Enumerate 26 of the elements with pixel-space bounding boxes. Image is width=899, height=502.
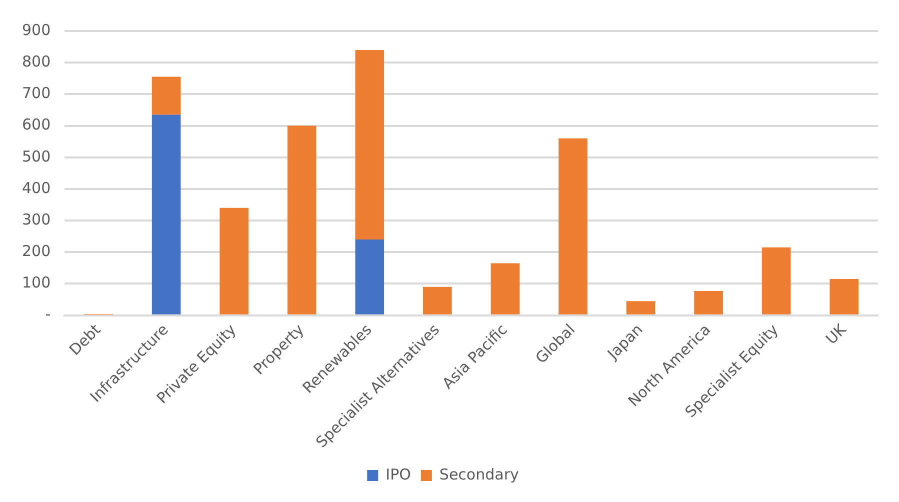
y-tick-label: 400 — [22, 178, 51, 197]
legend-label: Secondary — [439, 465, 519, 484]
legend-label: IPO — [386, 465, 411, 484]
bar — [355, 240, 384, 314]
y-tick-label: - — [45, 305, 51, 324]
bar — [355, 50, 384, 240]
y-tick-label: 700 — [22, 84, 51, 102]
bar — [490, 263, 520, 314]
bar — [762, 247, 791, 314]
y-tick-label: 100 — [22, 274, 51, 292]
bar — [287, 126, 316, 314]
y-tick-label: 300 — [22, 210, 51, 228]
x-tick-label: UK — [822, 320, 851, 348]
y-tick-label: 800 — [22, 52, 51, 70]
bar — [830, 279, 859, 314]
bar — [423, 286, 452, 314]
y-tick-label: 500 — [22, 147, 51, 166]
bar — [220, 208, 248, 314]
bar — [558, 138, 588, 314]
y-tick-label: 600 — [22, 116, 51, 134]
bar — [626, 301, 656, 314]
y-tick-label: 200 — [22, 242, 51, 260]
y-tick-label: 900 — [22, 20, 51, 39]
bar — [152, 76, 181, 115]
bar — [152, 114, 181, 314]
bar — [694, 291, 723, 314]
